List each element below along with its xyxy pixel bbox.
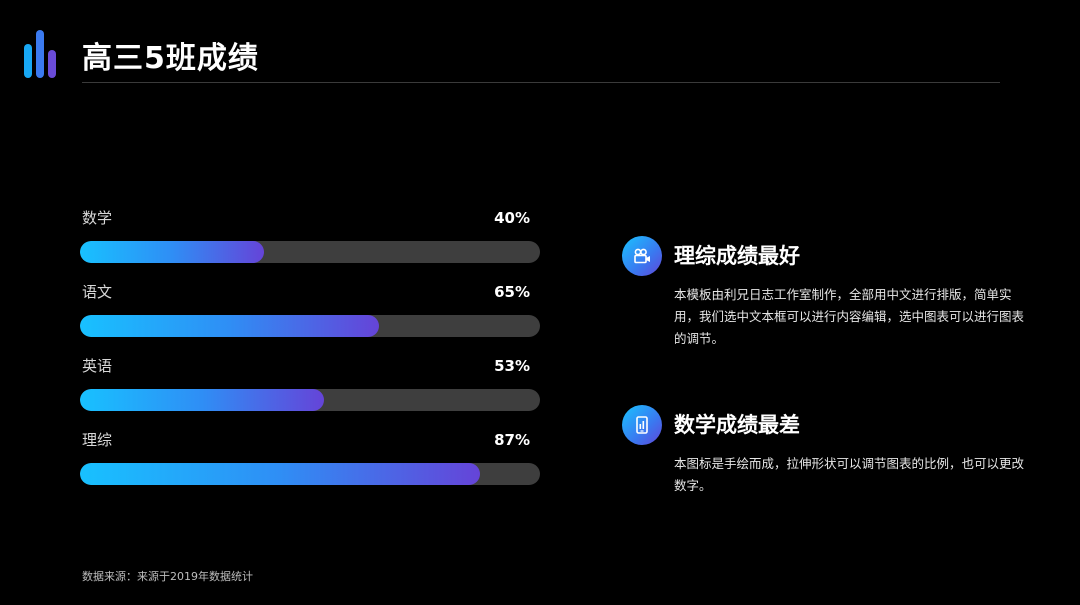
card-heading: 数学成绩最差 xyxy=(674,413,800,437)
value-label: 53% xyxy=(494,357,530,375)
category-label: 英语 xyxy=(82,357,113,375)
bar-row: 数学 40% xyxy=(80,208,540,278)
card-body: 本模板由利兄日志工作室制作，全部用中文进行排版，简单实用，我们选中文本框可以进行… xyxy=(674,287,1025,346)
card-body: 本图标是手绘而成，拉伸形状可以调节图表的比例，也可以更改数字。 xyxy=(674,456,1025,493)
data-source-note: 数据来源：来源于2019年数据统计 xyxy=(82,570,253,583)
bar-row: 语文 65% xyxy=(80,282,540,352)
bar-fill xyxy=(80,315,379,337)
bar-track xyxy=(80,315,540,337)
category-label: 理综 xyxy=(82,431,113,449)
title-divider xyxy=(82,82,1000,83)
category-label: 语文 xyxy=(82,283,113,301)
bar-chart-logo-icon xyxy=(24,30,62,78)
bar-row: 英语 53% xyxy=(80,356,540,426)
video-camera-icon xyxy=(622,236,662,276)
bar-track xyxy=(80,241,540,263)
progress-bar-chart: 数学 40% 语文 65% 英语 53% 理综 87% xyxy=(80,200,540,500)
bar-fill xyxy=(80,241,264,263)
card-heading: 理综成绩最好 xyxy=(674,244,800,268)
bar-row: 理综 87% xyxy=(80,430,540,500)
phone-chart-icon xyxy=(622,405,662,445)
bar-track xyxy=(80,389,540,411)
value-label: 87% xyxy=(494,431,530,449)
bar-fill xyxy=(80,463,480,485)
value-label: 40% xyxy=(494,209,530,227)
bar-track xyxy=(80,463,540,485)
value-label: 65% xyxy=(494,283,530,301)
category-label: 数学 xyxy=(82,209,113,227)
page-title: 高三5班成绩 xyxy=(82,41,259,76)
bar-fill xyxy=(80,389,324,411)
